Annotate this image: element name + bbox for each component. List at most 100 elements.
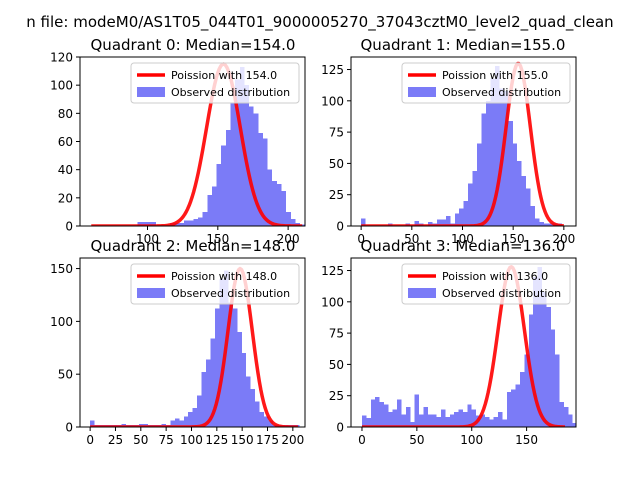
quadrant-3-hist-bar: [436, 416, 441, 427]
quadrant-0-hist-bar: [258, 133, 263, 226]
quadrant-2-ytick-label: 50: [58, 368, 73, 382]
quadrant-3-hist-bar: [401, 414, 406, 427]
quadrant-2-hist-bar: [188, 412, 193, 427]
quadrant-0-hist-bar: [137, 221, 143, 226]
quadrant-3-hist-bar: [383, 404, 389, 427]
quadrant-2-hist-bar: [90, 420, 95, 427]
quadrant-0-hist-bar: [146, 221, 152, 226]
quadrant-3-hist-bar: [405, 406, 411, 427]
quadrant-1-hist-bar: [494, 65, 500, 226]
quadrant-3-hist-bar: [432, 414, 437, 427]
quadrant-2-hist-bar: [206, 359, 211, 427]
quadrant-2-xtick-label: 125: [205, 433, 228, 447]
quadrant-1-ytick-label: 100: [321, 94, 344, 108]
quadrant-3-hist-bar: [361, 415, 367, 427]
quadrant-0-hist-bar: [174, 223, 180, 226]
quadrant-1-xtick-label: 50: [404, 232, 419, 246]
quadrant-2-hist-bar: [241, 353, 247, 427]
quadrant-3-hist-bar: [559, 401, 564, 427]
quadrant-0-ytick-label: 40: [58, 163, 73, 177]
quadrant-1-hist-bar: [472, 170, 478, 226]
quadrant-3-hist-bar: [515, 384, 521, 427]
quadrant-3-hist-bar: [498, 411, 503, 427]
quadrant-1-hist-bar: [535, 218, 540, 226]
quadrant-0-legend-hist-swatch: [137, 87, 165, 97]
quadrant-1-legend-box: [401, 62, 571, 104]
quadrant-2-hist-bar: [259, 412, 265, 427]
quadrant-1-legend-hist-swatch: [408, 87, 436, 97]
quadrant-1-fit-curve: [360, 61, 565, 226]
quadrant-3-hist-bar: [493, 416, 499, 427]
quadrant-1-legend-hist-label: Observed distribution: [442, 86, 561, 99]
quadrant-3-ytick-label: 100: [321, 295, 344, 309]
quadrant-2-hist-bar: [183, 416, 189, 427]
quadrant-3-axes-frame: [350, 257, 577, 428]
quadrant-2-xtick-label: 50: [133, 433, 148, 447]
quadrant-2-legend-box: [130, 263, 300, 305]
quadrant-2-ytick-label: 100: [50, 315, 73, 329]
quadrant-1-ytick-label: 25: [329, 188, 344, 202]
quadrant-0-hist-bar: [184, 220, 189, 226]
quadrant-2-legend-hist-swatch: [137, 288, 165, 298]
quadrant-2-hist-bar: [268, 420, 273, 427]
quadrant-1-hist-bar: [468, 183, 473, 226]
quadrant-3-panel: Quadrant 3: Median=136.0 0 50 100 150 0 25 50 7…: [321, 237, 577, 447]
quadrant-2-hist-bar: [174, 418, 180, 427]
quadrant-3-hist-bar: [568, 414, 573, 427]
quadrant-2-hist-bar: [192, 407, 198, 427]
quadrant-1-hist-bar: [454, 213, 460, 226]
quadrant-2-hist-bar: [255, 401, 260, 427]
quadrant-0-hist-bar: [235, 79, 240, 226]
quadrant-1-hist-bar: [530, 205, 536, 226]
quadrant-0-fit-curve: [91, 62, 303, 226]
quadrant-1-hist-bar: [486, 100, 491, 226]
quadrant-2-xtick-label: 175: [256, 433, 279, 447]
quadrant-0-legend-fit-label: Poission with 154.0: [171, 69, 277, 82]
quadrant-3-hist-bar: [533, 276, 538, 427]
quadrant-3-hist-bar: [506, 391, 512, 427]
quadrant-3-hist-bar: [410, 421, 415, 427]
quadrant-3-hist-bar: [445, 416, 450, 427]
quadrant-3-hist-bar: [388, 411, 393, 427]
quadrant-0-hist-bar: [207, 195, 212, 226]
quadrant-3-ytick-label: 125: [321, 264, 344, 278]
quadrant-1-hist-bar: [361, 218, 366, 226]
quadrant-3-title: Quadrant 3: Median=136.0: [361, 237, 566, 255]
quadrant-1-panel: Quadrant 1: Median=155.0 0 50 100 150 200 0 25…: [321, 36, 577, 246]
quadrant-0-hist-bar: [188, 220, 194, 226]
quadrant-0-ytick-label: 0: [65, 220, 73, 234]
quadrant-2-hist-bar: [219, 279, 224, 427]
quadrant-0-hist-bar: [221, 145, 226, 226]
quadrant-0-hist-bar: [272, 180, 277, 226]
quadrant-3-xtick-label: 150: [515, 433, 538, 447]
quadrant-2-hist-bar: [264, 416, 269, 427]
quadrant-1-xtick-label: 0: [357, 232, 365, 246]
quadrant-3-hist-bar: [480, 414, 485, 427]
quadrant-3-hist-bar: [379, 401, 384, 427]
quadrant-0-hist-bar: [202, 211, 208, 226]
quadrant-1-hist-bar: [414, 220, 420, 226]
quadrant-1-hist-bar: [539, 222, 544, 226]
quadrant-3-hist-bar: [489, 419, 494, 427]
quadrant-1-legend-fit-label: Poission with 155.0: [442, 69, 548, 82]
quadrant-2-legend: Poission with 148.0 Observed distributio…: [130, 263, 300, 305]
quadrant-2-xtick-label: 75: [159, 433, 174, 447]
quadrant-0-hist-bar: [211, 186, 217, 226]
quadrant-2-legend-hist-label: Observed distribution: [171, 287, 290, 300]
quadrant-0-plot-area: 100 150 200 0 20 40 60 80 100 120: [50, 51, 306, 246]
quadrant-0-ytick-label: 80: [58, 107, 73, 121]
quadrant-1-hist-bar: [463, 200, 469, 226]
quadrant-3-hist-bar: [471, 409, 477, 427]
quadrant-3-hist-bar: [397, 399, 402, 427]
quadrant-3-hist-bar: [467, 404, 472, 427]
quadrant-2-ytick-label: 150: [50, 262, 73, 276]
quadrant-1-title: Quadrant 1: Median=155.0: [361, 36, 566, 54]
quadrant-3-hist-bar: [419, 414, 424, 427]
quadrant-3-hist-bar: [392, 409, 398, 427]
quadrant-0-hist-bar: [216, 164, 222, 226]
quadrant-0-hist-bar: [286, 211, 291, 226]
quadrant-0-xtick-label: 150: [206, 232, 229, 246]
quadrant-3-hist-bar: [572, 423, 576, 427]
quadrant-1-ytick-label: 50: [329, 157, 344, 171]
